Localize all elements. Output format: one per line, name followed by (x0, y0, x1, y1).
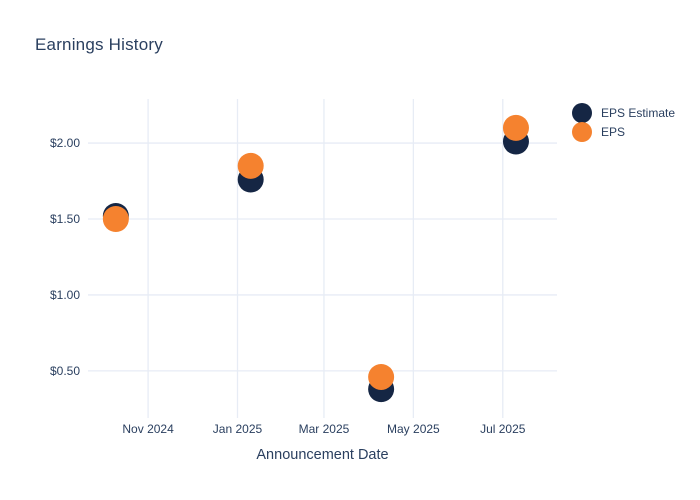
eps-point[interactable] (102, 206, 129, 233)
legend-item-eps[interactable]: EPS (572, 121, 675, 142)
x-tick-label: Mar 2025 (299, 422, 350, 436)
eps-point[interactable] (502, 114, 529, 141)
legend-label-eps: EPS (601, 124, 626, 139)
legend-label-eps-estimate: EPS Estimate (601, 105, 676, 120)
eps-point[interactable] (368, 363, 395, 390)
eps-point[interactable] (237, 152, 264, 179)
y-tick-label: $0.50 (50, 364, 80, 378)
legend-item-eps-estimate[interactable]: EPS Estimate (572, 102, 676, 123)
legend: EPS Estimate EPS (572, 102, 676, 142)
x-tick-label: Nov 2024 (122, 422, 174, 436)
y-tick-label: $1.50 (50, 212, 80, 226)
chart-title: Earnings History (35, 35, 163, 54)
y-tick-label: $1.00 (50, 288, 80, 302)
x-tick-label: Jul 2025 (480, 422, 526, 436)
eps-legend-marker-icon (572, 121, 592, 142)
xaxis-title: Announcement Date (256, 447, 389, 463)
x-tick-label: Jan 2025 (213, 422, 263, 436)
y-tick-label: $2.00 (50, 136, 80, 150)
eps-estimate-legend-marker-icon (572, 102, 592, 123)
x-tick-label: May 2025 (387, 422, 440, 436)
